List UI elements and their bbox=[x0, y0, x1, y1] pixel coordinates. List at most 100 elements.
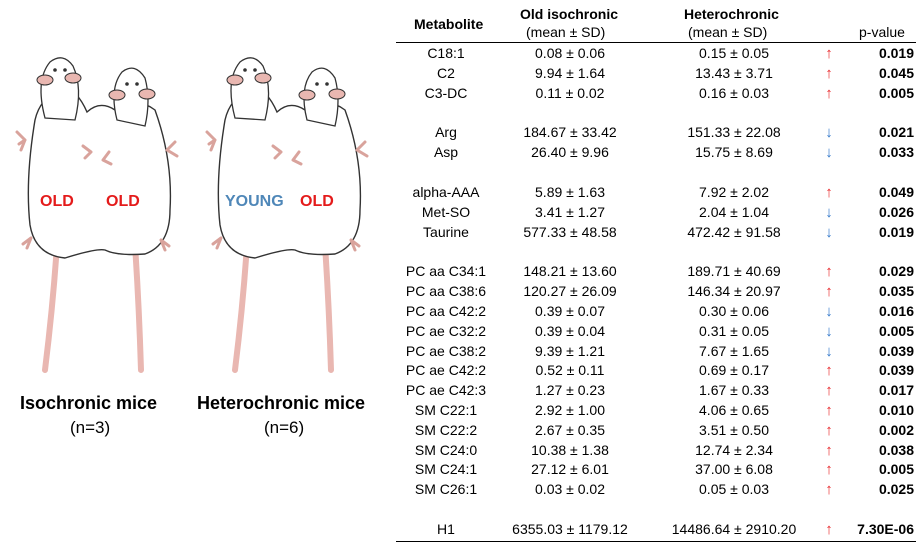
het-right-age-tag: OLD bbox=[300, 193, 334, 210]
metabolite-name: Met-SO bbox=[421, 203, 471, 220]
heterochronic-value: 0.30 ± 0.06 bbox=[699, 303, 769, 319]
heterochronic-value: 15.75 ± 8.69 bbox=[695, 144, 773, 161]
metabolite-name: C2 bbox=[437, 64, 455, 81]
table-row: Arg 184.67 ± 33.42 151.33 ± 22.08 ↓ 0.021 bbox=[396, 123, 916, 142]
up-arrow-icon: ↑ bbox=[825, 45, 833, 62]
metabolite-name: C18:1 bbox=[427, 45, 465, 61]
p-value: 0.005 bbox=[878, 84, 914, 101]
table-row: C18:1 0.08 ± 0.06 0.15 ± 0.05 ↑ 0.019 bbox=[396, 44, 916, 63]
iso-left-age-tag: OLD bbox=[40, 193, 74, 210]
table-row: Taurine 577.33 ± 48.58 472.42 ± 91.58 ↓ 0.01… bbox=[396, 223, 916, 242]
metabolite-name: Asp bbox=[433, 144, 459, 161]
table-row: Met-SO 3.41 ± 1.27 2.04 ± 1.04 ↓ 0.026 bbox=[396, 203, 916, 222]
p-value: 0.019 bbox=[878, 223, 914, 240]
old-isochronic-value: 5.89 ± 1.63 bbox=[535, 184, 605, 200]
old-isochronic-value: 6355.03 ± 1179.12 bbox=[512, 521, 628, 537]
heterochronic-n: (n=6) bbox=[264, 418, 305, 437]
p-value: 0.025 bbox=[878, 481, 914, 498]
up-arrow-icon: ↑ bbox=[825, 64, 833, 82]
heterochronic-value: 0.15 ± 0.05 bbox=[699, 45, 769, 61]
p-value: 0.035 bbox=[878, 283, 914, 300]
header-rule bbox=[396, 42, 916, 43]
up-arrow-icon: ↑ bbox=[825, 521, 833, 538]
table-row: PC ae C42:2 0.52 ± 0.11 0.69 ± 0.17 ↑ 0.039 bbox=[396, 361, 916, 380]
old-isochronic-value: 0.39 ± 0.07 bbox=[535, 303, 605, 319]
heterochronic-value: 7.92 ± 2.02 bbox=[699, 184, 769, 200]
old-isochronic-value: 148.21 ± 13.60 bbox=[523, 263, 617, 280]
up-arrow-icon: ↑ bbox=[825, 402, 833, 419]
table-row: alpha-AAA 5.89 ± 1.63 7.92 ± 2.02 ↑ 0.049 bbox=[396, 183, 916, 202]
up-arrow-icon: ↑ bbox=[825, 184, 833, 201]
down-arrow-icon: ↓ bbox=[825, 303, 833, 320]
metabolite-name: PC ae C42:2 bbox=[405, 362, 487, 379]
up-arrow-icon: ↑ bbox=[825, 382, 833, 400]
p-value: 0.019 bbox=[878, 45, 914, 61]
down-arrow-icon: ↓ bbox=[825, 223, 833, 241]
isochronic-n: (n=3) bbox=[70, 418, 111, 437]
up-arrow-icon: ↑ bbox=[825, 481, 833, 499]
up-arrow-icon: ↑ bbox=[825, 283, 833, 301]
mice-illustration bbox=[0, 40, 390, 400]
old-isochronic-value: 2.92 ± 1.00 bbox=[535, 402, 605, 418]
down-arrow-icon: ↓ bbox=[825, 342, 833, 360]
metabolite-name: SM C26:1 bbox=[414, 481, 478, 498]
metabolite-name: PC aa C42:2 bbox=[405, 303, 487, 319]
p-value: 0.021 bbox=[878, 124, 914, 141]
heterochronic-label: Heterochronic mice bbox=[197, 393, 366, 413]
metabolite-name: PC ae C32:2 bbox=[405, 322, 487, 339]
up-arrow-icon: ↑ bbox=[825, 362, 833, 380]
bottom-rule bbox=[396, 541, 916, 542]
p-value: 0.002 bbox=[878, 421, 914, 438]
metabolite-name: C3-DC bbox=[424, 84, 468, 101]
old-isochronic-value: 26.40 ± 9.96 bbox=[531, 144, 609, 161]
old-isochronic-value: 120.27 ± 26.09 bbox=[523, 283, 617, 300]
p-value: 0.033 bbox=[878, 144, 914, 161]
p-value: 7.30E-06 bbox=[857, 521, 914, 537]
heterochronic-value: 1.67 ± 0.33 bbox=[699, 382, 769, 399]
heterochronic-value: 37.00 ± 6.08 bbox=[695, 461, 773, 478]
old-isochronic-value: 0.08 ± 0.06 bbox=[535, 45, 605, 61]
heterochronic-value: 0.31 ± 0.05 bbox=[699, 322, 769, 339]
table-row: H1 6355.03 ± 1179.12 14486.64 ± 2910.20 ↑ 7.… bbox=[396, 520, 916, 539]
old-isochronic-value: 0.03 ± 0.02 bbox=[535, 481, 605, 498]
table-row: Asp 26.40 ± 9.96 15.75 ± 8.69 ↓ 0.033 bbox=[396, 143, 916, 162]
table-row: SM C24:0 10.38 ± 1.38 12.74 ± 2.34 ↑ 0.038 bbox=[396, 441, 916, 460]
parabiosis-figure: OLD OLD YOUNG OLD Isochronic mice (n=3) … bbox=[0, 0, 390, 550]
table-row: C2 9.94 ± 1.64 13.43 ± 3.71 ↑ 0.045 bbox=[396, 64, 916, 83]
p-value: 0.016 bbox=[878, 303, 914, 319]
table-row: PC ae C42:3 1.27 ± 0.23 1.67 ± 0.33 ↑ 0.017 bbox=[396, 381, 916, 400]
header-heterochronic: Heterochronic bbox=[684, 6, 779, 22]
table-row: SM C26:1 0.03 ± 0.02 0.05 ± 0.03 ↑ 0.025 bbox=[396, 480, 916, 499]
heterochronic-value: 4.06 ± 0.65 bbox=[699, 402, 769, 418]
header-het-sub: (mean ± SD) bbox=[688, 24, 768, 40]
header-old-sub: (mean ± SD) bbox=[526, 24, 606, 40]
old-isochronic-value: 184.67 ± 33.42 bbox=[523, 124, 617, 141]
old-isochronic-value: 577.33 ± 48.58 bbox=[523, 223, 617, 240]
metabolite-name: PC ae C38:2 bbox=[405, 342, 487, 359]
up-arrow-icon: ↑ bbox=[825, 421, 833, 439]
metabolite-name: PC ae C42:3 bbox=[405, 382, 487, 399]
p-value: 0.017 bbox=[878, 382, 914, 399]
header-old-isochronic: Old isochronic bbox=[520, 6, 619, 22]
old-isochronic-value: 2.67 ± 0.35 bbox=[535, 421, 605, 438]
heterochronic-mouse-pair bbox=[207, 58, 367, 370]
p-value: 0.045 bbox=[878, 64, 914, 81]
old-isochronic-value: 1.27 ± 0.23 bbox=[535, 382, 605, 399]
table-row: SM C22:2 2.67 ± 0.35 3.51 ± 0.50 ↑ 0.002 bbox=[396, 421, 916, 440]
metabolite-name: H1 bbox=[437, 521, 455, 537]
down-arrow-icon: ↓ bbox=[825, 144, 833, 162]
p-value: 0.039 bbox=[878, 342, 914, 359]
heterochronic-value: 151.33 ± 22.08 bbox=[687, 124, 781, 141]
isochronic-mouse-pair bbox=[17, 58, 177, 370]
heterochronic-value: 0.16 ± 0.03 bbox=[699, 84, 769, 101]
down-arrow-icon: ↓ bbox=[825, 322, 833, 340]
iso-right-age-tag: OLD bbox=[106, 193, 140, 210]
up-arrow-icon: ↑ bbox=[825, 441, 833, 459]
heterochronic-value: 12.74 ± 2.34 bbox=[695, 441, 773, 458]
old-isochronic-value: 9.94 ± 1.64 bbox=[535, 64, 605, 81]
old-isochronic-value: 10.38 ± 1.38 bbox=[531, 441, 609, 458]
up-arrow-icon: ↑ bbox=[825, 84, 833, 102]
p-value: 0.005 bbox=[878, 461, 914, 478]
table-row: PC aa C42:2 0.39 ± 0.07 0.30 ± 0.06 ↓ 0.016 bbox=[396, 302, 916, 321]
metabolite-table: Metabolite Old isochronic (mean ± SD) He… bbox=[396, 0, 920, 550]
